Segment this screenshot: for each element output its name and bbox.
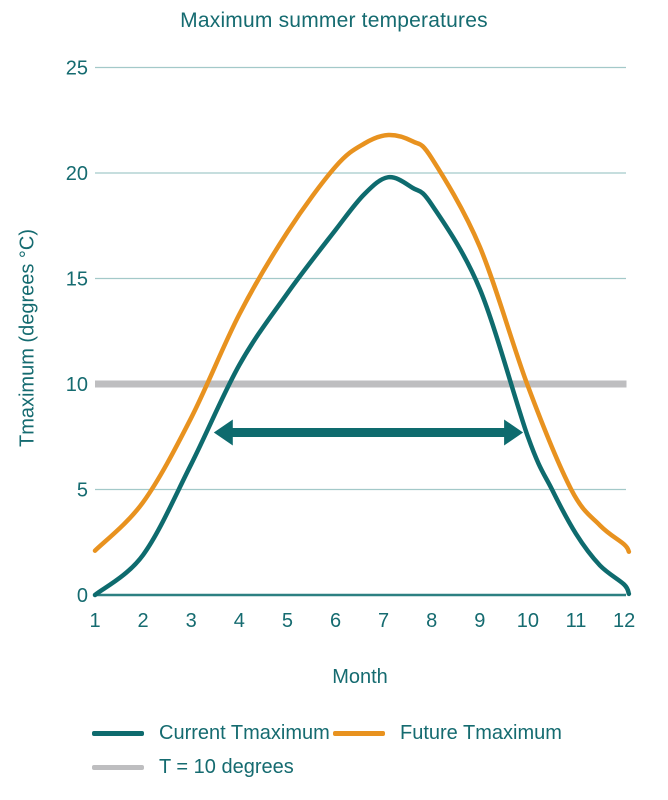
legend-label: Current Tmaximum: [159, 722, 330, 744]
x-tick-label-12: 12: [613, 610, 635, 632]
x-tick-label-4: 4: [234, 610, 245, 632]
double-arrow-annotation: [213, 419, 524, 446]
x-tick-label-2: 2: [138, 610, 149, 632]
legend-label: Future Tmaximum: [400, 722, 562, 744]
legend-swatch-future-icon: [333, 730, 385, 736]
x-tick-label-3: 3: [186, 610, 197, 632]
x-tick-label-9: 9: [474, 610, 485, 632]
legend-item-current-tmaximum: Current Tmaximum: [92, 723, 330, 743]
legend-item-future-tmaximum: Future Tmaximum: [333, 723, 562, 743]
x-tick-label-1: 1: [89, 610, 100, 632]
legend-swatch-t10-icon: [92, 764, 144, 770]
x-axis-label: Month: [332, 666, 388, 688]
y-tick-label-5: 5: [77, 480, 88, 502]
x-tick-label-8: 8: [426, 610, 437, 632]
legend-item-t10: T = 10 degrees: [92, 757, 294, 777]
y-tick-label-20: 20: [66, 163, 88, 185]
y-tick-label-15: 15: [66, 269, 88, 291]
chart-title: Maximum summer temperatures: [180, 9, 488, 32]
y-tick-label-25: 25: [66, 58, 88, 80]
legend-swatch-current-icon: [92, 730, 144, 736]
x-tick-label-7: 7: [378, 610, 389, 632]
x-tick-label-5: 5: [282, 610, 293, 632]
legend-label: T = 10 degrees: [159, 756, 294, 778]
x-tick-label-6: 6: [330, 610, 341, 632]
series-curve-current-tmaximum: [92, 174, 632, 598]
x-tick-label-10: 10: [517, 610, 539, 632]
y-tick-label-10: 10: [66, 374, 88, 396]
y-tick-label-0: 0: [77, 585, 88, 607]
series-curve-future-tmaximum: [92, 132, 632, 554]
x-tick-label-11: 11: [566, 610, 587, 632]
